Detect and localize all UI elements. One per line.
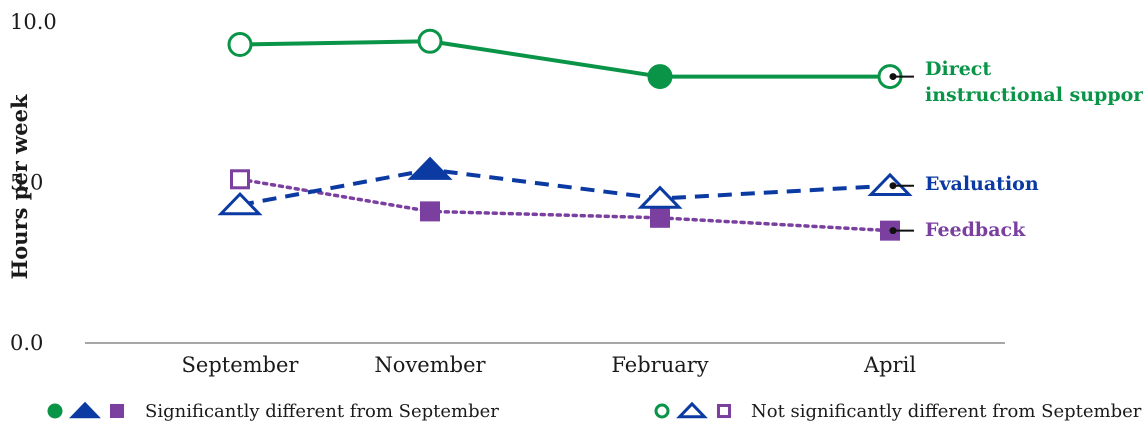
legend-not-significant-label: Not significantly different from Septemb… [751, 401, 1142, 422]
series-line-direct-instructional-support [239, 39, 890, 79]
data-point-direct-instructional-support [647, 64, 673, 90]
data-point-direct-instructional-support [417, 28, 443, 54]
y-axis-label: Hours per week [7, 94, 32, 280]
x-tick-label: September [182, 353, 300, 377]
y-tick-label: 10.0 [10, 10, 57, 34]
legend-marker-open-triangle [676, 401, 708, 419]
x-tick-label: February [611, 353, 708, 377]
series-label-direct-instructional-support: Direct instructional support [925, 58, 1143, 106]
legend-significant-markers [47, 401, 125, 419]
data-point-evaluation [407, 156, 453, 180]
series-label-feedback: Feedback [925, 219, 1026, 241]
x-axis: September November February April [182, 353, 917, 377]
series-label-evaluation: Evaluation [925, 173, 1039, 195]
data-point-evaluation [217, 191, 263, 216]
series-layer: Feedback Evaluation Direct instructional su… [217, 28, 1143, 241]
series-evaluation: Evaluation [217, 156, 1039, 216]
data-point-feedback [420, 201, 440, 222]
y-tick-label: 0.0 [10, 331, 43, 355]
data-point-feedback [230, 169, 250, 190]
data-point-direct-instructional-support [227, 31, 253, 57]
data-point-evaluation [637, 185, 683, 209]
legend-marker-filled-triangle [69, 401, 101, 419]
legend-marker-open-circle [654, 403, 670, 419]
data-point-feedback [650, 207, 670, 228]
series-line-evaluation [239, 167, 891, 207]
legend-not-significant-markers [654, 401, 732, 419]
legend: Significantly different from September N… [47, 401, 1142, 422]
x-tick-label: November [374, 353, 486, 377]
series-feedback: Feedback [230, 169, 1026, 241]
x-tick-label: April [863, 353, 916, 377]
legend-marker-open-square [716, 403, 732, 419]
legend-significant-label: Significantly different from September [145, 401, 499, 422]
legend-marker-filled-square [109, 403, 125, 419]
legend-marker-filled-circle [47, 403, 63, 419]
series-line-feedback [238, 177, 892, 233]
series-direct-instructional-support: Direct instructional support [227, 28, 1143, 106]
y-tick-label: 5.0 [10, 171, 43, 195]
y-axis: 0.0 5.0 10.0 [10, 10, 57, 355]
